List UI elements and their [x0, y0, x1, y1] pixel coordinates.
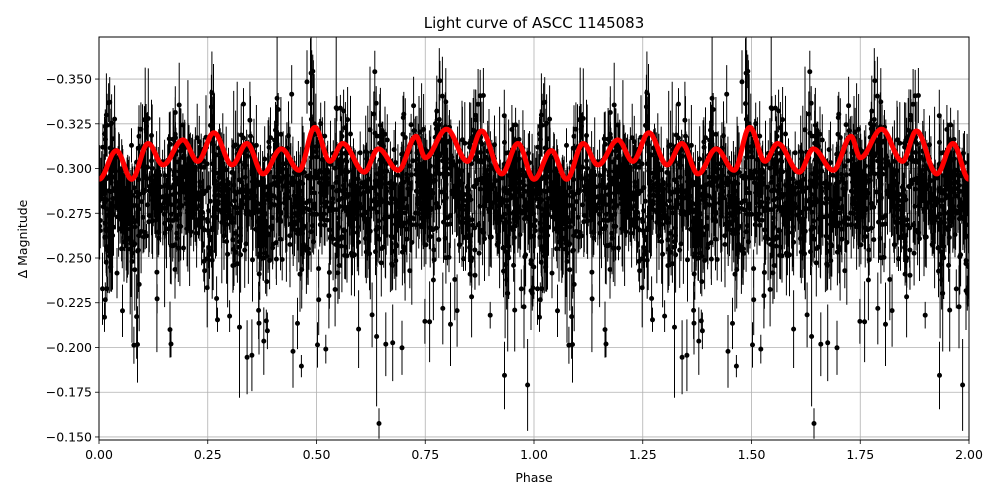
x-tick-label: 0.00 [85, 447, 113, 462]
y-axis: −0.350 −0.325 −0.300 −0.275 −0.250 −0.225 −0.2… [46, 72, 99, 444]
y-axis-label: Δ Magnitude [15, 199, 30, 278]
y-tick-label: −0.300 [46, 161, 92, 176]
x-axis-label: Phase [515, 470, 553, 485]
y-tick-label: −0.325 [46, 116, 92, 131]
y-tick-label: −0.350 [46, 72, 92, 87]
x-tick-label: 1.50 [738, 447, 766, 462]
y-tick-label: −0.150 [46, 429, 92, 444]
x-tick-label: 0.75 [411, 447, 439, 462]
x-tick-label: 1.25 [629, 447, 657, 462]
y-tick-label: −0.250 [46, 251, 92, 266]
y-tick-label: −0.175 [46, 385, 92, 400]
x-tick-label: 1.75 [846, 447, 874, 462]
x-tick-label: 0.50 [303, 447, 331, 462]
model-curve [99, 124, 969, 182]
x-tick-label: 0.25 [194, 447, 222, 462]
x-axis: 0.00 0.25 0.50 0.75 1.00 1.25 1.50 1.75 2.00 [85, 440, 983, 462]
chart-title: Light curve of ASCC 1145083 [424, 14, 645, 32]
y-tick-label: −0.200 [46, 340, 92, 355]
y-tick-label: −0.275 [46, 206, 92, 221]
x-tick-label: 2.00 [955, 447, 983, 462]
y-tick-label: −0.225 [46, 295, 92, 310]
x-tick-label: 1.00 [520, 447, 548, 462]
